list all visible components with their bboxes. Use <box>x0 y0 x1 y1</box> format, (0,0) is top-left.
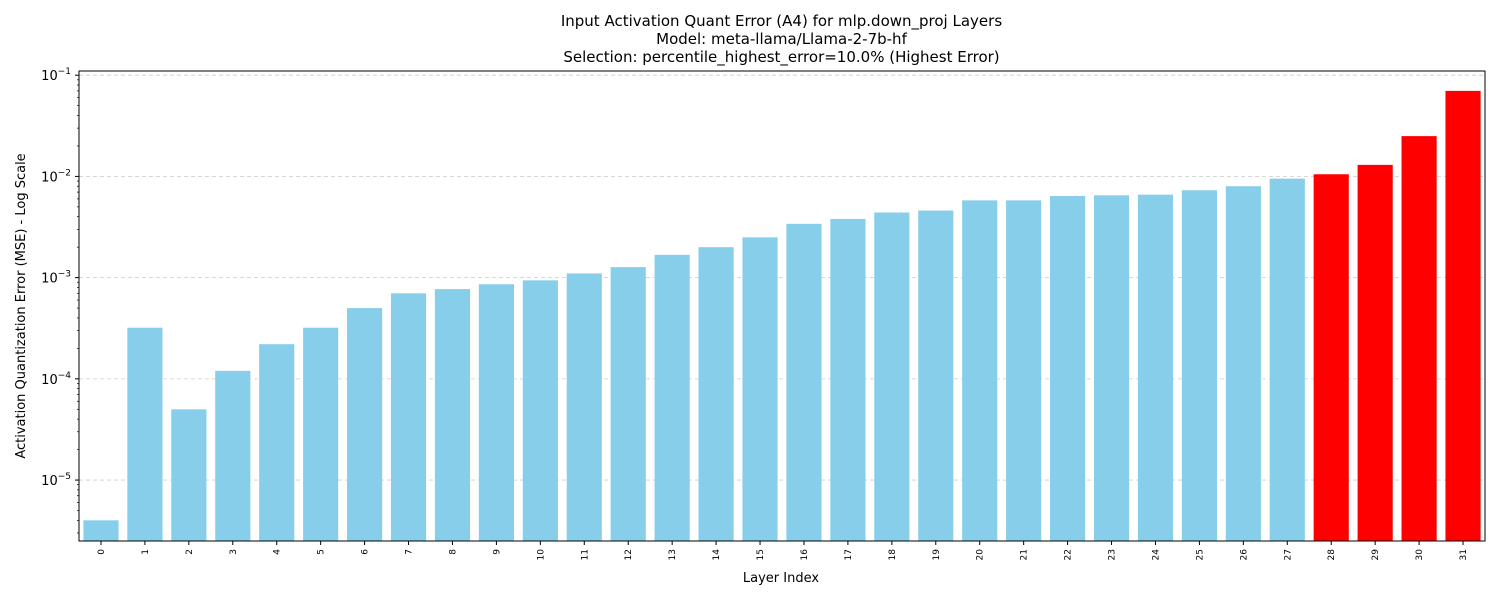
bar-layer-15 <box>742 237 778 542</box>
bar-layer-29 <box>1357 164 1393 541</box>
bar-layer-0 <box>83 520 119 541</box>
x-tick-label: 29 <box>1371 549 1381 561</box>
bar-layer-11 <box>566 273 602 541</box>
x-tick-label: 9 <box>492 549 502 555</box>
bar-layer-2 <box>171 409 207 541</box>
bar-layer-1 <box>127 327 163 541</box>
x-axis-label: Layer Index <box>743 571 819 586</box>
x-tick-label: 7 <box>405 549 415 555</box>
y-tick-label: 10−1 <box>41 67 71 84</box>
y-tick-label: 10−4 <box>41 371 71 388</box>
x-tick-label: 8 <box>448 549 458 555</box>
x-tick-label: 1 <box>141 549 151 555</box>
bar-layer-3 <box>215 370 251 541</box>
x-tick-label: 30 <box>1415 549 1425 561</box>
x-tick-label: 31 <box>1459 549 1469 560</box>
bar-layer-17 <box>830 218 866 541</box>
x-tick-label: 17 <box>844 549 854 560</box>
x-tick-label: 22 <box>1064 549 1074 560</box>
bar-layer-5 <box>303 327 339 541</box>
x-axis-ticks: 0 1 2 3 4 5 6 7 8 9 10 11 12 13 14 15 16 17 18 19 20 21 22 23 24… <box>97 541 1469 560</box>
x-tick-label: 15 <box>756 549 766 560</box>
x-tick-label: 24 <box>1151 549 1161 561</box>
x-tick-label: 4 <box>273 549 283 555</box>
x-tick-label: 0 <box>97 549 107 555</box>
x-tick-label: 3 <box>229 549 239 555</box>
bar-layer-18 <box>874 212 910 541</box>
bar-layer-10 <box>522 280 558 541</box>
x-tick-label: 28 <box>1327 549 1337 561</box>
bar-layer-20 <box>962 200 998 541</box>
x-tick-label: 5 <box>317 549 327 555</box>
bar-layer-22 <box>1050 196 1086 541</box>
bar-layer-21 <box>1006 200 1042 541</box>
bar-layer-9 <box>478 284 514 541</box>
bars <box>83 90 1481 542</box>
bar-layer-19 <box>918 210 954 542</box>
x-tick-label: 18 <box>888 549 898 561</box>
x-tick-label: 14 <box>712 549 722 561</box>
x-tick-label: 20 <box>976 549 986 561</box>
y-tick-label: 10−5 <box>41 472 71 489</box>
y-axis-label: Activation Quantization Error (MSE) - Lo… <box>14 153 29 458</box>
x-tick-label: 12 <box>624 549 634 560</box>
y-tick-label: 10−2 <box>41 168 71 185</box>
x-tick-label: 2 <box>185 549 195 555</box>
bar-layer-31 <box>1445 90 1481 542</box>
x-tick-label: 23 <box>1108 549 1118 560</box>
bar-layer-7 <box>390 293 427 541</box>
x-tick-label: 6 <box>361 549 371 555</box>
x-tick-label: 21 <box>1020 549 1030 560</box>
x-tick-label: 25 <box>1195 549 1205 560</box>
x-tick-label: 10 <box>536 549 546 561</box>
bar-layer-26 <box>1225 186 1261 541</box>
bar-layer-24 <box>1137 194 1174 541</box>
x-tick-label: 11 <box>580 549 590 560</box>
bar-layer-30 <box>1401 136 1437 542</box>
bar-layer-6 <box>347 308 383 541</box>
x-tick-label: 26 <box>1239 549 1249 561</box>
plot-frame <box>78 70 1486 542</box>
chart-title: Input Activation Quant Error (A4) for ml… <box>560 12 1003 30</box>
bar-layer-25 <box>1181 190 1217 541</box>
chart-subtitle-selection: Selection: percentile_highest_error=10.0… <box>563 48 1000 66</box>
y-tick-label: 10−3 <box>41 270 71 287</box>
bar-layer-13 <box>654 254 690 541</box>
bar-layer-14 <box>698 247 734 542</box>
bar-layer-12 <box>610 267 646 541</box>
bar-layer-4 <box>259 344 295 541</box>
bar-layer-23 <box>1093 195 1130 541</box>
x-tick-label: 27 <box>1283 549 1293 560</box>
bar-layer-27 <box>1269 178 1305 541</box>
bar-layer-16 <box>786 223 822 541</box>
x-tick-label: 16 <box>800 549 810 561</box>
bar-layer-8 <box>434 289 471 541</box>
y-axis-ticks: 10−5 10−4 10−3 10−2 10−1 <box>41 67 79 534</box>
x-tick-label: 19 <box>932 549 942 561</box>
bar-layer-28 <box>1313 174 1349 541</box>
x-tick-label: 13 <box>668 549 678 560</box>
chart-subtitle-model: Model: meta-llama/Llama-2-7b-hf <box>656 30 907 48</box>
